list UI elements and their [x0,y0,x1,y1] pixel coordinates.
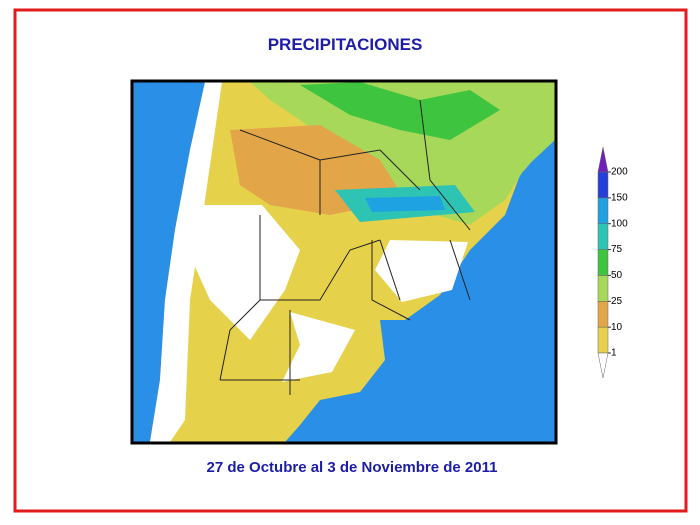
dry-south [282,312,355,382]
dry-chile [150,82,222,442]
dry-west [192,205,300,340]
colorbar-label: 150 [611,192,628,203]
dry-uruguay [375,240,468,302]
colorbar-segment [597,301,609,328]
colorbar-label: 10 [611,322,623,333]
colorbar-segment [597,171,609,199]
borders [219,99,471,395]
colorbar: 1 10 25 50 75 100 150 200 [597,146,628,379]
green-dark-region [300,82,500,140]
map [130,79,558,445]
blue-region [365,196,445,212]
map-frame [130,79,558,445]
colorbar-label: 200 [611,167,628,178]
title: PRECIPITACIONES [268,35,423,54]
colorbar-segment [597,249,609,276]
colorbar-segment [597,275,609,302]
colorbar-label: 75 [611,244,623,255]
colorbar-below [597,352,609,379]
colorbar-label: 50 [611,270,623,281]
frame-border [13,8,688,513]
colorbar-segment [597,326,609,354]
colorbar-segment [597,197,609,224]
colorbar-label: 1 [611,348,617,359]
colorbar-label: 25 [611,296,623,307]
subtitle: 27 de Octubre al 3 de Noviembre de 2011 [207,459,498,476]
colorbar-above [597,146,609,173]
colorbar-label: 100 [611,218,628,229]
colorbar-segment [597,223,609,250]
